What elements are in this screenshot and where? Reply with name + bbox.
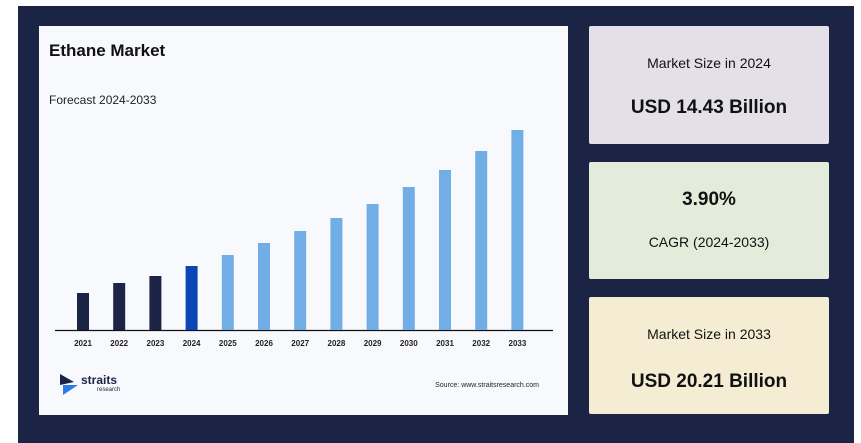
bar-2027 (294, 231, 307, 330)
x-tick-label: 2031 (436, 339, 454, 348)
bar-2033 (511, 130, 524, 330)
x-tick-label: 2025 (219, 339, 237, 348)
x-tick-label: 2023 (147, 339, 165, 348)
card-value: USD 20.21 Billion (630, 371, 788, 392)
card-value: 3.90% (682, 189, 736, 210)
straits-logo-icon (60, 374, 78, 395)
bar-chart: 2021 2022 2023 2024 2025 2026 2027 2028 2029 2030… (55, 130, 553, 348)
x-tick-label: 2033 (509, 339, 527, 348)
straits-logo: straits research (59, 372, 129, 398)
bar-2026 (258, 243, 270, 330)
logo-name: straits (81, 373, 118, 387)
bar-2023 (149, 276, 162, 330)
chart-title: Ethane Market (49, 41, 166, 60)
card-label: Market Size in 2024 (647, 55, 771, 71)
bar-2024 (185, 266, 198, 330)
cagr-card: 3.90% CAGR (2024-2033) (589, 162, 829, 279)
bar-2021 (77, 293, 89, 330)
card-value: USD 14.43 Billion (630, 97, 788, 118)
x-tick-label: 2028 (328, 339, 346, 348)
market-size-2033-card: Market Size in 2033 USD 20.21 Billion (589, 297, 829, 414)
source-note: Source: www.straitsresearch.com (435, 382, 539, 389)
bar-2022 (113, 283, 126, 330)
x-tick-label: 2029 (364, 339, 382, 348)
bar-2028 (330, 218, 343, 330)
market-size-2024-card: Market Size in 2024 USD 14.43 Billion (589, 26, 829, 144)
bar-2030 (402, 187, 415, 330)
chart-panel: Ethane Market Forecast 2024-2033 2021 202… (39, 26, 568, 415)
card-label: CAGR (2024-2033) (648, 234, 770, 250)
bar-2025 (221, 255, 234, 330)
logo-subtitle: research (97, 387, 121, 393)
bar-2029 (366, 204, 379, 330)
x-tick-label: 2024 (183, 339, 201, 348)
card-label: Market Size in 2033 (647, 326, 771, 342)
x-tick-label: 2030 (400, 339, 418, 348)
chart-subtitle: Forecast 2024-2033 (49, 93, 157, 107)
x-tick-label: 2026 (255, 339, 273, 348)
x-tick-label: 2032 (472, 339, 490, 348)
x-tick-label: 2027 (291, 339, 309, 348)
x-tick-label: 2021 (74, 339, 92, 348)
x-tick-label: 2022 (110, 339, 128, 348)
bar-2031 (439, 170, 451, 330)
bar-2032 (475, 151, 488, 330)
